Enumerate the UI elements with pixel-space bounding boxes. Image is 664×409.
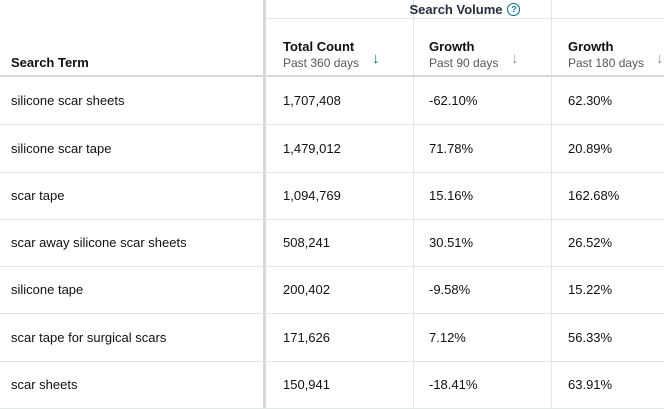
- search-volume-title: Search Volume: [409, 1, 503, 17]
- column-divider: [263, 0, 266, 409]
- search-term-cell[interactable]: scar tape for surgical scars: [11, 330, 167, 345]
- table-row[interactable]: silicone scar sheets 1,707,408 -62.10% 6…: [0, 77, 664, 125]
- growth-90-cell: -9.58%: [429, 282, 471, 297]
- growth-180-cell: 26.52%: [568, 235, 613, 250]
- growth-90-cell: -62.10%: [429, 93, 478, 108]
- search-term-cell[interactable]: scar tape: [11, 188, 65, 203]
- table-row[interactable]: scar sheets 150,941 -18.41% 63.91%: [0, 361, 664, 409]
- column-header-search-term: Search Term: [11, 55, 89, 70]
- growth-90-cell: 7.12%: [429, 330, 466, 345]
- table-row[interactable]: silicone tape 200,402 -9.58% 15.22%: [0, 266, 664, 314]
- total-count-cell: 200,402: [283, 282, 330, 297]
- search-term-cell[interactable]: scar sheets: [11, 377, 78, 392]
- growth-90-cell: -18.41%: [429, 377, 478, 392]
- arrow-down-icon[interactable]: ↓: [511, 50, 519, 67]
- total-count-cell: 1,707,408: [283, 93, 341, 108]
- search-term-cell[interactable]: silicone scar tape: [11, 141, 112, 156]
- growth-180-cell: 20.89%: [568, 141, 613, 156]
- search-term-cell[interactable]: silicone tape: [11, 282, 84, 297]
- growth-90-cell: 30.51%: [429, 235, 474, 250]
- total-count-cell: 508,241: [283, 235, 330, 250]
- search-term-cell[interactable]: scar away silicone scar sheets: [11, 235, 187, 250]
- column-header-total-count[interactable]: Total Count Past 360 days: [283, 39, 360, 70]
- column-header-growth-90[interactable]: Growth Past 90 days: [429, 39, 499, 70]
- total-count-cell: 150,941: [283, 377, 330, 392]
- growth-180-cell: 56.33%: [568, 330, 613, 345]
- growth-90-cell: 15.16%: [429, 188, 474, 203]
- search-term-cell[interactable]: silicone scar sheets: [11, 93, 125, 108]
- table-row[interactable]: scar tape for surgical scars 171,626 7.1…: [0, 314, 664, 362]
- growth-180-cell: 162.68%: [568, 188, 620, 203]
- arrow-down-icon[interactable]: ↓: [656, 50, 664, 67]
- total-count-cell: 1,094,769: [283, 188, 341, 203]
- growth-180-cell: 63.91%: [568, 377, 613, 392]
- table-row[interactable]: scar tape 1,094,769 15.16% 162.68%: [0, 172, 664, 220]
- growth-180-cell: 15.22%: [568, 282, 613, 297]
- arrow-down-icon[interactable]: ↓: [372, 50, 380, 67]
- question-circle-icon[interactable]: ?: [507, 2, 521, 16]
- search-volume-group-header: Search Volume ?: [266, 0, 664, 18]
- total-count-cell: 1,479,012: [283, 141, 341, 156]
- table-row[interactable]: silicone scar tape 1,479,012 71.78% 20.8…: [0, 125, 664, 173]
- growth-90-cell: 71.78%: [429, 141, 474, 156]
- total-count-cell: 171,626: [283, 330, 330, 345]
- column-divider: [551, 0, 552, 409]
- header-divider: [0, 75, 664, 77]
- column-divider: [413, 0, 414, 409]
- group-header-divider: [266, 18, 664, 19]
- column-header-growth-180[interactable]: Growth Past 180 days: [568, 39, 645, 70]
- growth-180-cell: 62.30%: [568, 93, 613, 108]
- table-row[interactable]: scar away silicone scar sheets 508,241 3…: [0, 219, 664, 267]
